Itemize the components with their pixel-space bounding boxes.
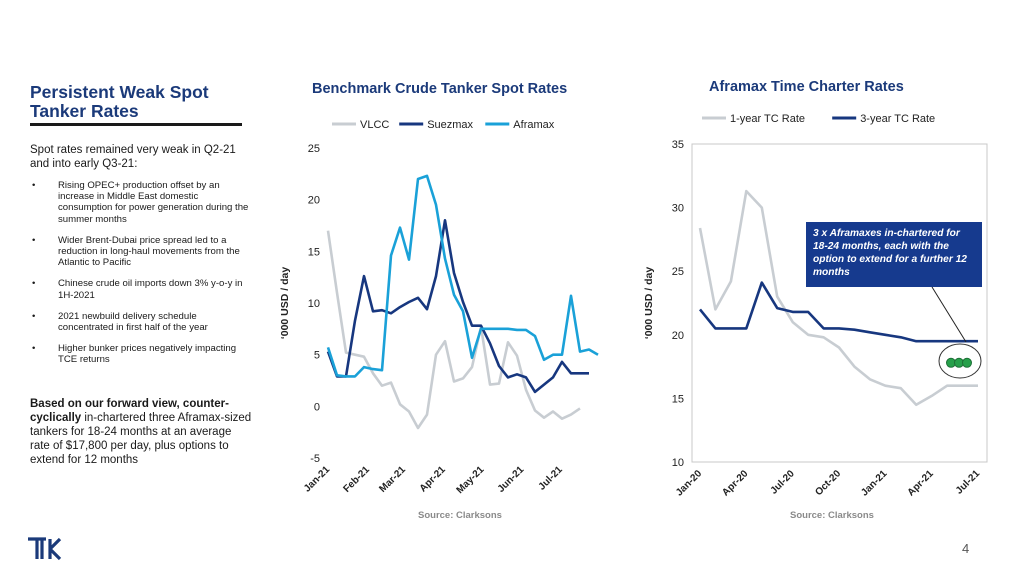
series-line-1-year-tc-rate (698, 189, 978, 407)
legend-label: 3-year TC Rate (860, 113, 935, 125)
source-note-spot: Source: Clarksons (418, 510, 502, 521)
x-tick-label: Jul-21 (537, 464, 566, 493)
legend-label: Aframax (513, 119, 554, 131)
list-item: • 2021 newbuild delivery schedule concent… (32, 310, 208, 334)
y-tick-label: 30 (672, 203, 684, 215)
x-tick-label: Apr-20 (720, 468, 750, 498)
title-divider (30, 123, 242, 126)
list-item: • Higher bunker prices negatively impacti… (32, 343, 237, 366)
list-item: • Chinese crude oil imports down 3% y-o-y… (32, 278, 243, 301)
highlight-point (962, 357, 972, 368)
series-line-aframax (326, 174, 599, 378)
y-tick-label: 20 (308, 195, 320, 207)
bullet-list: • Rising OPEC+ production offset by an in… (30, 180, 252, 376)
y-axis-label: ‘000 USD / day (643, 267, 655, 340)
x-tick-label: Apr-21 (418, 464, 448, 494)
x-tick-label: Feb-21 (341, 464, 372, 495)
x-tick-label: Jan-20 (674, 468, 704, 498)
x-tick-label: Jul-21 (954, 468, 983, 497)
series-line-suezmax (326, 219, 589, 394)
y-tick-label: 10 (672, 457, 684, 469)
x-tick-label: Jun-21 (496, 464, 527, 495)
annotation-leader (931, 286, 967, 343)
page-number: 4 (962, 541, 970, 556)
bullet-icon: • (32, 234, 36, 246)
x-tick-label: Jul-20 (769, 468, 798, 497)
y-tick-label: 25 (672, 266, 684, 278)
series-line-vlcc (326, 230, 581, 430)
y-tick-label: 25 (308, 143, 320, 155)
chart-title-tc: Aframax Time Charter Rates (709, 79, 904, 95)
y-tick-label: 10 (308, 298, 320, 310)
x-tick-label: May-21 (455, 464, 487, 496)
tc-rates-chart: 10 15 20 25 30 35 ‘000 USD / day Jan-20 Apr-20 Ju… (643, 113, 988, 499)
tk-logo-icon (26, 535, 62, 563)
bullet-icon: • (32, 310, 36, 322)
y-tick-label: -5 (310, 453, 320, 465)
y-tick-label: 20 (672, 330, 684, 342)
list-item: • Rising OPEC+ production offset by an in… (32, 180, 249, 225)
conclusion-text: Based on our forward view, counter-cycli… (30, 398, 252, 466)
legend-label: 1-year TC Rate (730, 113, 805, 125)
bullet-icon: • (32, 343, 36, 355)
y-tick-label: 0 (314, 401, 320, 413)
series-line-3-year-tc-rate (698, 281, 978, 343)
annotation-box: 3 x Aframaxes in-chartered for 18-24 mon… (806, 222, 982, 287)
y-axis-label: ‘000 USD / day (279, 267, 291, 340)
list-item: • Wider Brent-Dubai price spread led to a… (32, 234, 240, 269)
y-tick-label: 15 (308, 246, 320, 258)
plot-frame (691, 143, 988, 463)
legend-label: VLCC (360, 119, 389, 131)
bullet-icon: • (32, 278, 36, 290)
y-tick-label: 5 (314, 350, 320, 362)
source-note-tc: Source: Clarksons (790, 510, 874, 521)
x-tick-label: Oct-20 (813, 468, 843, 498)
highlight-ellipse (938, 343, 982, 379)
y-tick-label: 35 (672, 139, 684, 151)
x-tick-label: Apr-21 (906, 468, 936, 498)
x-tick-label: Jan-21 (302, 464, 332, 494)
x-tick-label: Mar-21 (377, 464, 408, 495)
x-tick-label: Jan-21 (859, 468, 889, 498)
legend-label: Suezmax (427, 119, 473, 131)
page-title: Persistent Weak Spot Tanker Rates (30, 82, 209, 121)
chart-title-spot: Benchmark Crude Tanker Spot Rates (312, 81, 568, 97)
bullet-icon: • (32, 180, 36, 191)
intro-text: Spot rates remained very weak in Q2-21 a… (30, 144, 236, 170)
y-tick-label: 15 (672, 393, 684, 405)
